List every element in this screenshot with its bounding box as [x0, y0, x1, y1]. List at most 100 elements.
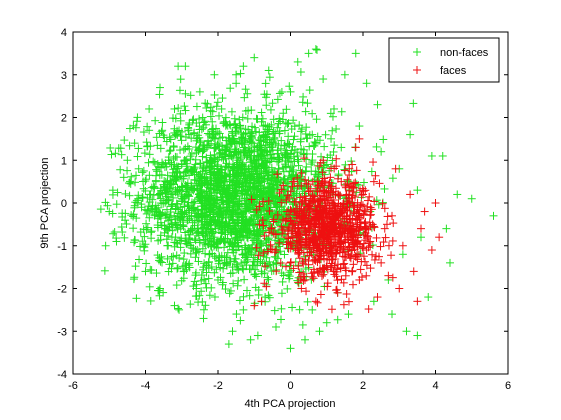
non-faces-point [189, 165, 198, 174]
non-faces-point [241, 199, 250, 208]
non-faces-point [227, 140, 236, 149]
non-faces-point [155, 190, 164, 199]
faces-point [333, 288, 342, 297]
faces-point [336, 191, 345, 200]
non-faces-point [337, 143, 346, 152]
non-faces-point [262, 101, 271, 110]
non-faces-point [233, 238, 242, 247]
non-faces-point [226, 84, 235, 93]
faces-point [295, 268, 304, 277]
non-faces-point [145, 104, 154, 113]
non-faces-point [305, 86, 314, 95]
faces-point [379, 238, 388, 247]
non-faces-point [142, 259, 151, 268]
non-faces-point [198, 199, 207, 208]
faces-point [302, 211, 311, 220]
non-faces-point [289, 135, 298, 144]
non-faces-point [132, 171, 141, 180]
non-faces-point [257, 146, 266, 155]
non-faces-point [284, 119, 293, 128]
faces-point [359, 190, 367, 199]
non-faces-point [266, 105, 275, 114]
faces-point [275, 238, 284, 247]
non-faces-point [241, 169, 250, 178]
non-faces-point [178, 262, 187, 271]
non-faces-point [189, 204, 198, 213]
non-faces-point [286, 163, 295, 172]
non-faces-point [179, 274, 188, 283]
non-faces-point [143, 194, 152, 203]
faces-point [255, 202, 264, 211]
non-faces-point [221, 238, 230, 247]
non-faces-point [149, 157, 158, 166]
non-faces-point [190, 128, 199, 137]
faces-point [315, 220, 324, 229]
faces-point [314, 232, 323, 241]
non-faces-point [288, 162, 297, 171]
faces-point [308, 177, 317, 186]
non-faces-point [188, 224, 197, 233]
non-faces-point [229, 242, 238, 251]
non-faces-point [241, 85, 250, 94]
faces-point [321, 208, 330, 217]
non-faces-point [273, 95, 282, 104]
non-faces-point [205, 291, 214, 300]
x-tick-label: 4 [432, 380, 438, 392]
non-faces-point [220, 243, 229, 252]
non-faces-point [242, 153, 251, 162]
non-faces-point [268, 212, 277, 221]
non-faces-point [277, 87, 286, 96]
non-faces-point [305, 142, 314, 151]
faces-point [391, 164, 400, 173]
non-faces-point [155, 253, 164, 262]
faces-point [291, 244, 300, 253]
faces-point [269, 215, 278, 224]
non-faces-point [299, 149, 308, 158]
faces-point [331, 184, 340, 193]
non-faces-point [194, 145, 203, 154]
non-faces-point [190, 277, 199, 286]
non-faces-point [314, 170, 323, 179]
non-faces-point [267, 143, 276, 152]
non-faces-point [276, 247, 285, 256]
faces-point [299, 269, 308, 278]
non-faces-point [256, 145, 265, 154]
faces-point [344, 250, 353, 259]
faces-point [296, 241, 305, 250]
non-faces-point [267, 192, 276, 201]
non-faces-point [96, 205, 105, 214]
non-faces-point [228, 263, 237, 272]
non-faces-point [210, 70, 219, 79]
faces-point [286, 205, 295, 214]
non-faces-point [151, 116, 160, 125]
non-faces-point [169, 143, 178, 152]
faces-point [264, 196, 273, 205]
non-faces-point [198, 229, 207, 238]
legend-box [388, 37, 500, 83]
non-faces-point [207, 262, 216, 271]
non-faces-point [241, 107, 250, 116]
non-faces-point [236, 316, 245, 325]
non-faces-point [230, 254, 239, 263]
non-faces-point [286, 87, 295, 96]
non-faces-point [197, 271, 206, 280]
faces-point [313, 202, 322, 211]
non-faces-point [218, 149, 227, 158]
faces-point [293, 224, 302, 233]
non-faces-point [233, 261, 242, 270]
non-faces-point [259, 137, 268, 146]
non-faces-point [206, 180, 215, 189]
faces-point [354, 250, 363, 259]
faces-point [283, 191, 292, 200]
faces-point [263, 247, 272, 256]
faces-point [356, 222, 365, 231]
non-faces-point [165, 158, 174, 167]
non-faces-point [200, 117, 209, 126]
faces-point [273, 210, 282, 219]
non-faces-point [302, 123, 311, 132]
non-faces-point [232, 70, 241, 79]
faces-point [294, 246, 303, 255]
non-faces-point [145, 150, 154, 159]
non-faces-point [195, 122, 204, 131]
non-faces-point [274, 119, 283, 128]
